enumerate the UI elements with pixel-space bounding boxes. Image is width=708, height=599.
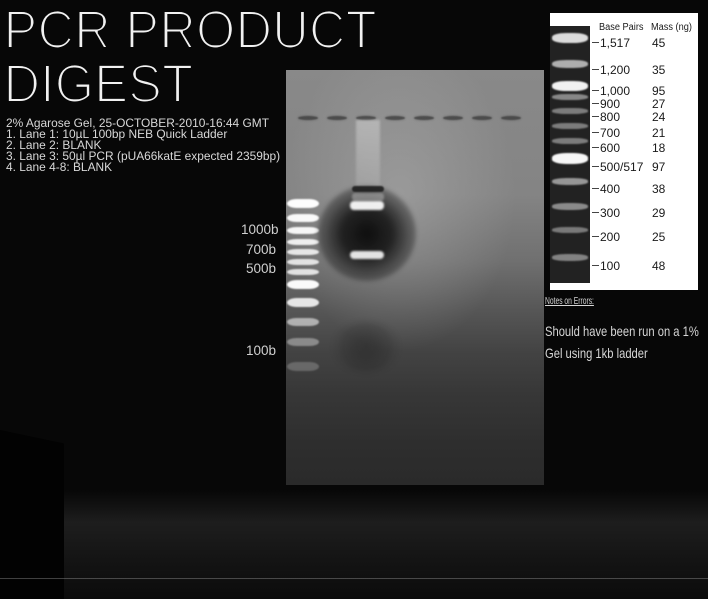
svg-text:DIGEST: DIGEST [4,54,194,114]
svg-text:PCR PRODUCT: PCR PRODUCT [4,2,377,60]
